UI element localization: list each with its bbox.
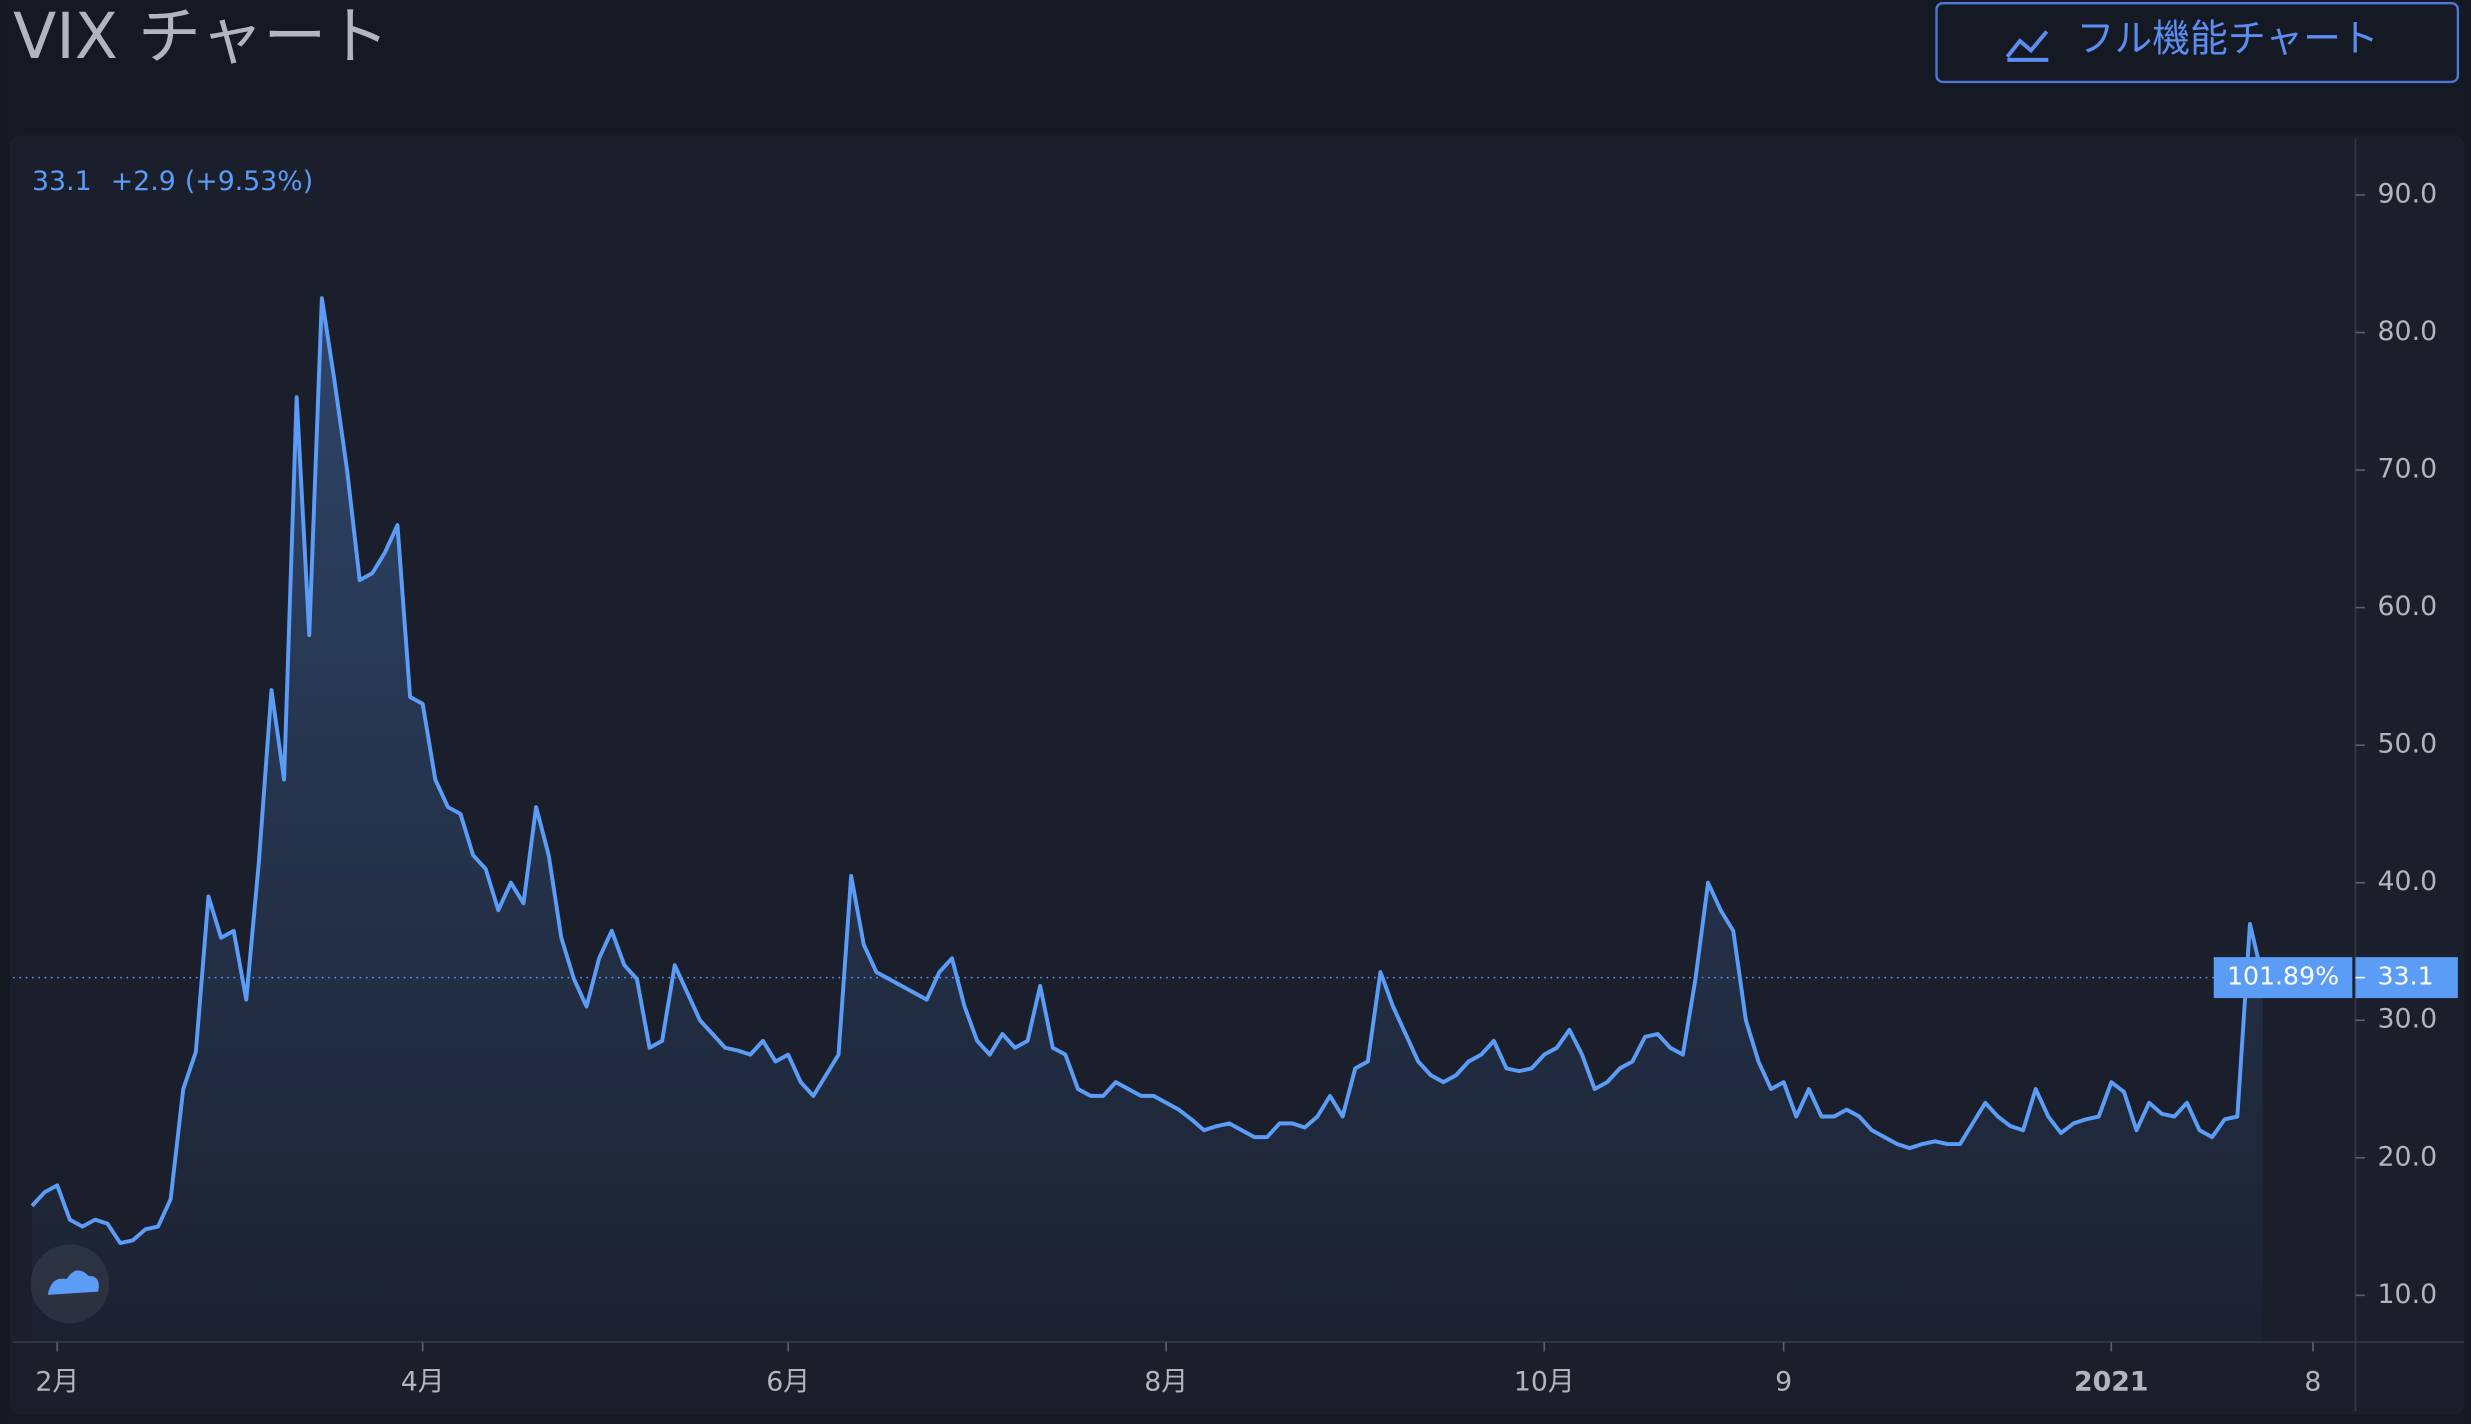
quote-change-pct: (+9.53%): [185, 166, 313, 197]
x-tick-label: 4月: [401, 1367, 445, 1398]
y-tick-label: 90.0: [2378, 179, 2438, 210]
x-tick-label: 8月: [1144, 1367, 1188, 1398]
y-tick-label: 70.0: [2378, 454, 2438, 485]
y-tick-label: 50.0: [2378, 729, 2438, 760]
line: [30, 296, 2265, 1246]
full-chart-button[interactable]: フル機能チャート: [1935, 1, 2460, 84]
x-tick-label: 8: [2304, 1367, 2321, 1398]
y-tick-label: 80.0: [2378, 316, 2438, 347]
x-tick-label: 2021: [2074, 1367, 2149, 1398]
x-tick-label: 6月: [766, 1367, 810, 1398]
price-label-box: [2355, 957, 2458, 999]
pct-label: 101.89%: [2227, 962, 2339, 991]
button-icon[interactable]: [2005, 30, 2049, 62]
button-frame[interactable]: [1935, 1, 2460, 84]
x-tick-label: 9: [1775, 1367, 1792, 1398]
quote-change: +2.9: [111, 166, 176, 197]
y-tick-label: 40.0: [2378, 866, 2438, 897]
y-tick-label: 10.0: [2378, 1279, 2438, 1310]
area-fill: [32, 298, 2263, 1343]
y-tick-label: 60.0: [2378, 591, 2438, 622]
chart-title: VIX チャート: [13, 0, 389, 73]
x-tick-label: 2月: [35, 1367, 79, 1398]
quote-last: 33.1: [32, 166, 92, 197]
button-label[interactable]: フル機能チャート: [2077, 16, 2379, 60]
y-tick-label: 20.0: [2378, 1141, 2438, 1172]
price-label: 33.1: [2378, 962, 2434, 991]
pct-label-box: [2213, 957, 2353, 999]
y-tick-label: 30.0: [2378, 1004, 2438, 1035]
x-tick-label: 10月: [1514, 1367, 1575, 1398]
